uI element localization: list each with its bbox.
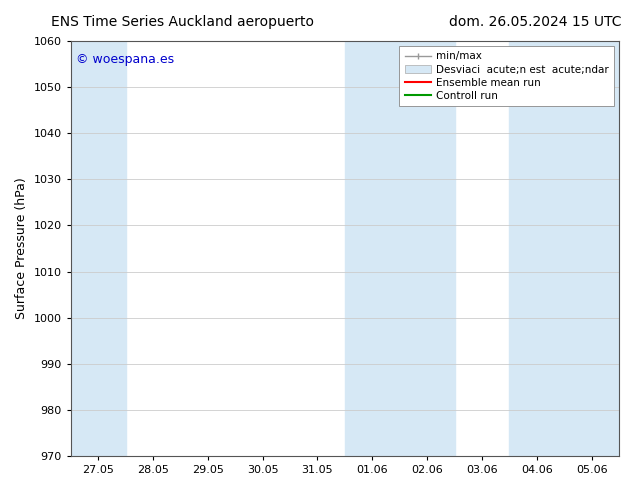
Bar	[345, 41, 455, 456]
Text: ENS Time Series Auckland aeropuerto: ENS Time Series Auckland aeropuerto	[51, 15, 314, 29]
Bar	[564, 41, 619, 456]
Text: dom. 26.05.2024 15 UTC: dom. 26.05.2024 15 UTC	[449, 15, 621, 29]
Legend: min/max, Desviaci  acute;n est  acute;ndar, Ensemble mean run, Controll run: min/max, Desviaci acute;n est acute;ndar…	[399, 46, 614, 106]
Text: © woespana.es: © woespana.es	[76, 53, 174, 67]
Y-axis label: Surface Pressure (hPa): Surface Pressure (hPa)	[15, 178, 28, 319]
Bar	[71, 41, 126, 456]
Bar	[509, 41, 564, 456]
